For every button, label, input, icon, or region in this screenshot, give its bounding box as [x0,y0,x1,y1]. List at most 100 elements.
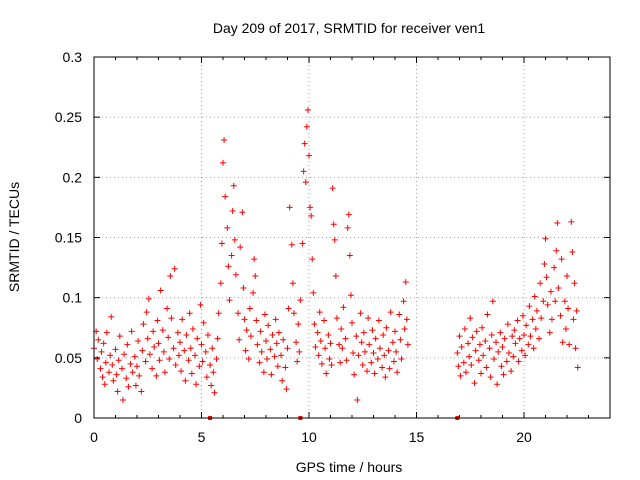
data-point [110,377,117,384]
data-point [154,317,161,324]
data-point [376,345,383,352]
data-point [196,363,203,370]
data-point [301,140,308,147]
data-point [224,224,231,231]
y-tick-label: 0.2 [63,169,83,185]
data-point [396,311,403,318]
data-point [241,316,248,323]
data-point [353,333,360,340]
data-point [197,301,204,308]
data-point [256,359,263,366]
data-point [332,273,339,280]
data-point [242,347,249,354]
data-point [541,260,548,267]
data-point [121,351,128,358]
data-point [505,350,512,357]
data-point [514,317,521,324]
data-point [279,377,286,384]
data-point [232,271,239,278]
scatter-series-srmtid [91,106,581,403]
data-point [475,357,482,364]
data-point [369,327,376,334]
data-point [215,310,222,317]
data-point [515,358,522,365]
data-point [494,381,501,388]
data-point [183,331,190,338]
data-point [102,359,109,366]
data-point [153,372,160,379]
data-point [486,345,493,352]
data-point [250,289,257,296]
data-point [532,325,539,332]
data-point [553,247,560,254]
data-point [461,325,468,332]
data-point [116,333,123,340]
data-point [314,329,321,336]
data-point [193,381,200,388]
data-point [469,334,476,341]
data-point [229,208,236,215]
data-point [521,331,527,338]
data-point [500,371,507,378]
data-point [518,347,525,354]
data-point [318,360,325,367]
data-point [343,357,350,364]
data-point [94,356,101,363]
data-point [171,265,178,272]
data-point [199,358,206,365]
data-point [454,350,461,357]
x-tick-label: 5 [198,429,206,445]
data-point [473,328,480,335]
data-point [245,356,252,363]
data-point [165,334,172,341]
y-tick-label: 0.25 [55,109,82,125]
data-point [275,329,282,336]
x-tick-labels: 0 5 10 15 20 [90,429,532,445]
data-point [316,309,323,316]
data-point [536,335,543,342]
data-point [118,365,125,372]
grid-layer [94,57,610,418]
data-point [300,168,307,175]
data-point [253,317,260,324]
data-point [346,252,353,259]
data-point [574,364,581,371]
data-point [308,212,315,219]
data-point [458,344,465,351]
data-point [214,335,221,342]
data-point [144,335,151,342]
data-point [179,316,186,323]
data-point [131,353,138,360]
data-point [188,370,195,377]
data-point [551,264,558,271]
data-point [286,204,293,211]
data-point [359,362,366,369]
data-point [204,331,211,338]
data-point [498,363,505,370]
data-point [382,374,389,381]
data-point [559,339,566,346]
data-point [258,348,265,355]
data-point [293,339,300,346]
axis-ticks [93,56,611,419]
data-point [261,311,268,318]
data-point [211,389,218,396]
data-point [368,359,375,366]
data-point [112,346,119,353]
data-point [310,289,317,296]
data-point [127,360,134,367]
data-point [480,352,487,359]
data-point [174,329,181,336]
data-point [540,298,547,305]
data-point [168,315,175,322]
data-point [123,375,130,382]
data-point [546,329,553,336]
data-point [326,356,333,363]
data-point [306,152,312,159]
data-point [537,280,544,287]
data-point [547,288,554,295]
data-point [501,335,508,342]
data-point [312,344,319,351]
data-point [402,279,409,286]
